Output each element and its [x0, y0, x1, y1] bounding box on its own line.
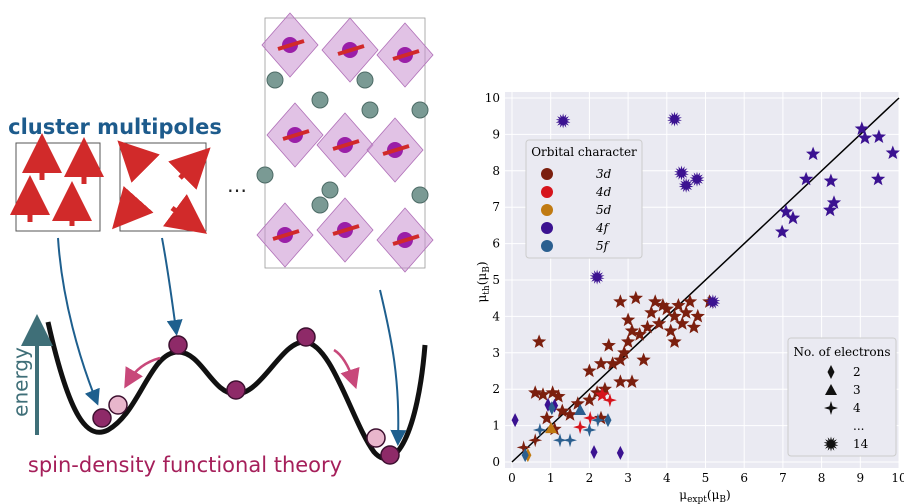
y-tick-label: 8: [492, 164, 500, 178]
y-axis-label: μth(μB): [475, 261, 492, 302]
legend-swatch: [541, 168, 553, 180]
x-axis-label-part: expt: [687, 495, 707, 504]
legend-swatch: [541, 186, 553, 198]
x-tick-label: 5: [702, 471, 710, 485]
x-tick-label: 1: [547, 471, 555, 485]
energy-label: energy: [9, 347, 33, 417]
marker-legend-label: 3: [853, 383, 861, 397]
x-tick-label: 7: [779, 471, 787, 485]
ligand-atom: [412, 187, 428, 203]
marker-legend-label: 2: [853, 365, 861, 379]
x-tick-label: 0: [508, 471, 516, 485]
x-axis-label-part: ): [726, 488, 731, 502]
y-axis-label-part: (μ: [475, 273, 489, 286]
x-tick-label: 10: [891, 471, 904, 485]
diagram: cluster multipoles … energy spin: [8, 13, 433, 477]
ligand-atom: [362, 102, 378, 118]
x-axis-label-part: μ: [679, 488, 687, 502]
x-tick-label: 9: [856, 471, 864, 485]
ligand-atom: [412, 102, 428, 118]
ligand-atom: [257, 167, 273, 183]
x-tick-label: 6: [740, 471, 748, 485]
ligand-atom: [322, 182, 338, 198]
y-tick-label: 10: [485, 91, 500, 105]
ligand-atom: [357, 72, 373, 88]
figure: cluster multipoles … energy spin: [0, 0, 904, 504]
y-tick-label: 9: [492, 127, 500, 141]
marker-legend-title: No. of electrons: [793, 345, 890, 359]
x-tick-label: 4: [663, 471, 671, 485]
x-tick-label: 8: [818, 471, 826, 485]
y-tick-label: 5: [492, 273, 500, 287]
y-tick-label: 0: [492, 455, 500, 469]
multipoles-label: cluster multipoles: [8, 115, 222, 139]
x-axis-label: μexpt(μB): [679, 488, 730, 504]
crystal-structure: [257, 13, 433, 272]
y-axis-label-part: th: [482, 285, 492, 295]
marker-legend-label: 14: [853, 437, 869, 451]
theory-label: spin-density functional theory: [28, 453, 342, 477]
legend-swatch: [541, 204, 553, 216]
x-tick-label: 2: [586, 471, 594, 485]
legend-label: 3d: [596, 167, 612, 181]
x-axis-label-part: (μ: [707, 488, 720, 502]
y-tick-label: 1: [492, 419, 500, 433]
y-tick-label: 4: [492, 309, 500, 323]
legend-label: 4d: [595, 185, 612, 199]
marker-legend-label: ...: [853, 419, 864, 433]
ligand-atom: [267, 72, 283, 88]
legend-label: 5d: [596, 203, 612, 217]
ellipsis: …: [227, 173, 247, 197]
y-axis-label-part: ): [475, 261, 489, 266]
y-tick-label: 3: [492, 346, 500, 360]
chart: 0 1 2 3 4 5 6 7 8 9 10 0 1 2 3 4 5 6 7 8 9 10 μexpt(μB) μth(μB)…: [475, 91, 904, 504]
legend-swatch: [541, 222, 553, 234]
legend-title: Orbital character: [531, 145, 637, 159]
ligand-atom: [312, 92, 328, 108]
ligand-atom: [312, 197, 328, 213]
x-tick-label: 3: [624, 471, 632, 485]
legend-swatch: [541, 240, 553, 252]
marker-legend-label: 4: [853, 401, 861, 415]
y-tick-label: 2: [492, 382, 500, 396]
y-tick-label: 7: [492, 200, 500, 214]
y-axis-label-part: μ: [475, 295, 489, 303]
y-tick-label: 6: [492, 237, 500, 251]
